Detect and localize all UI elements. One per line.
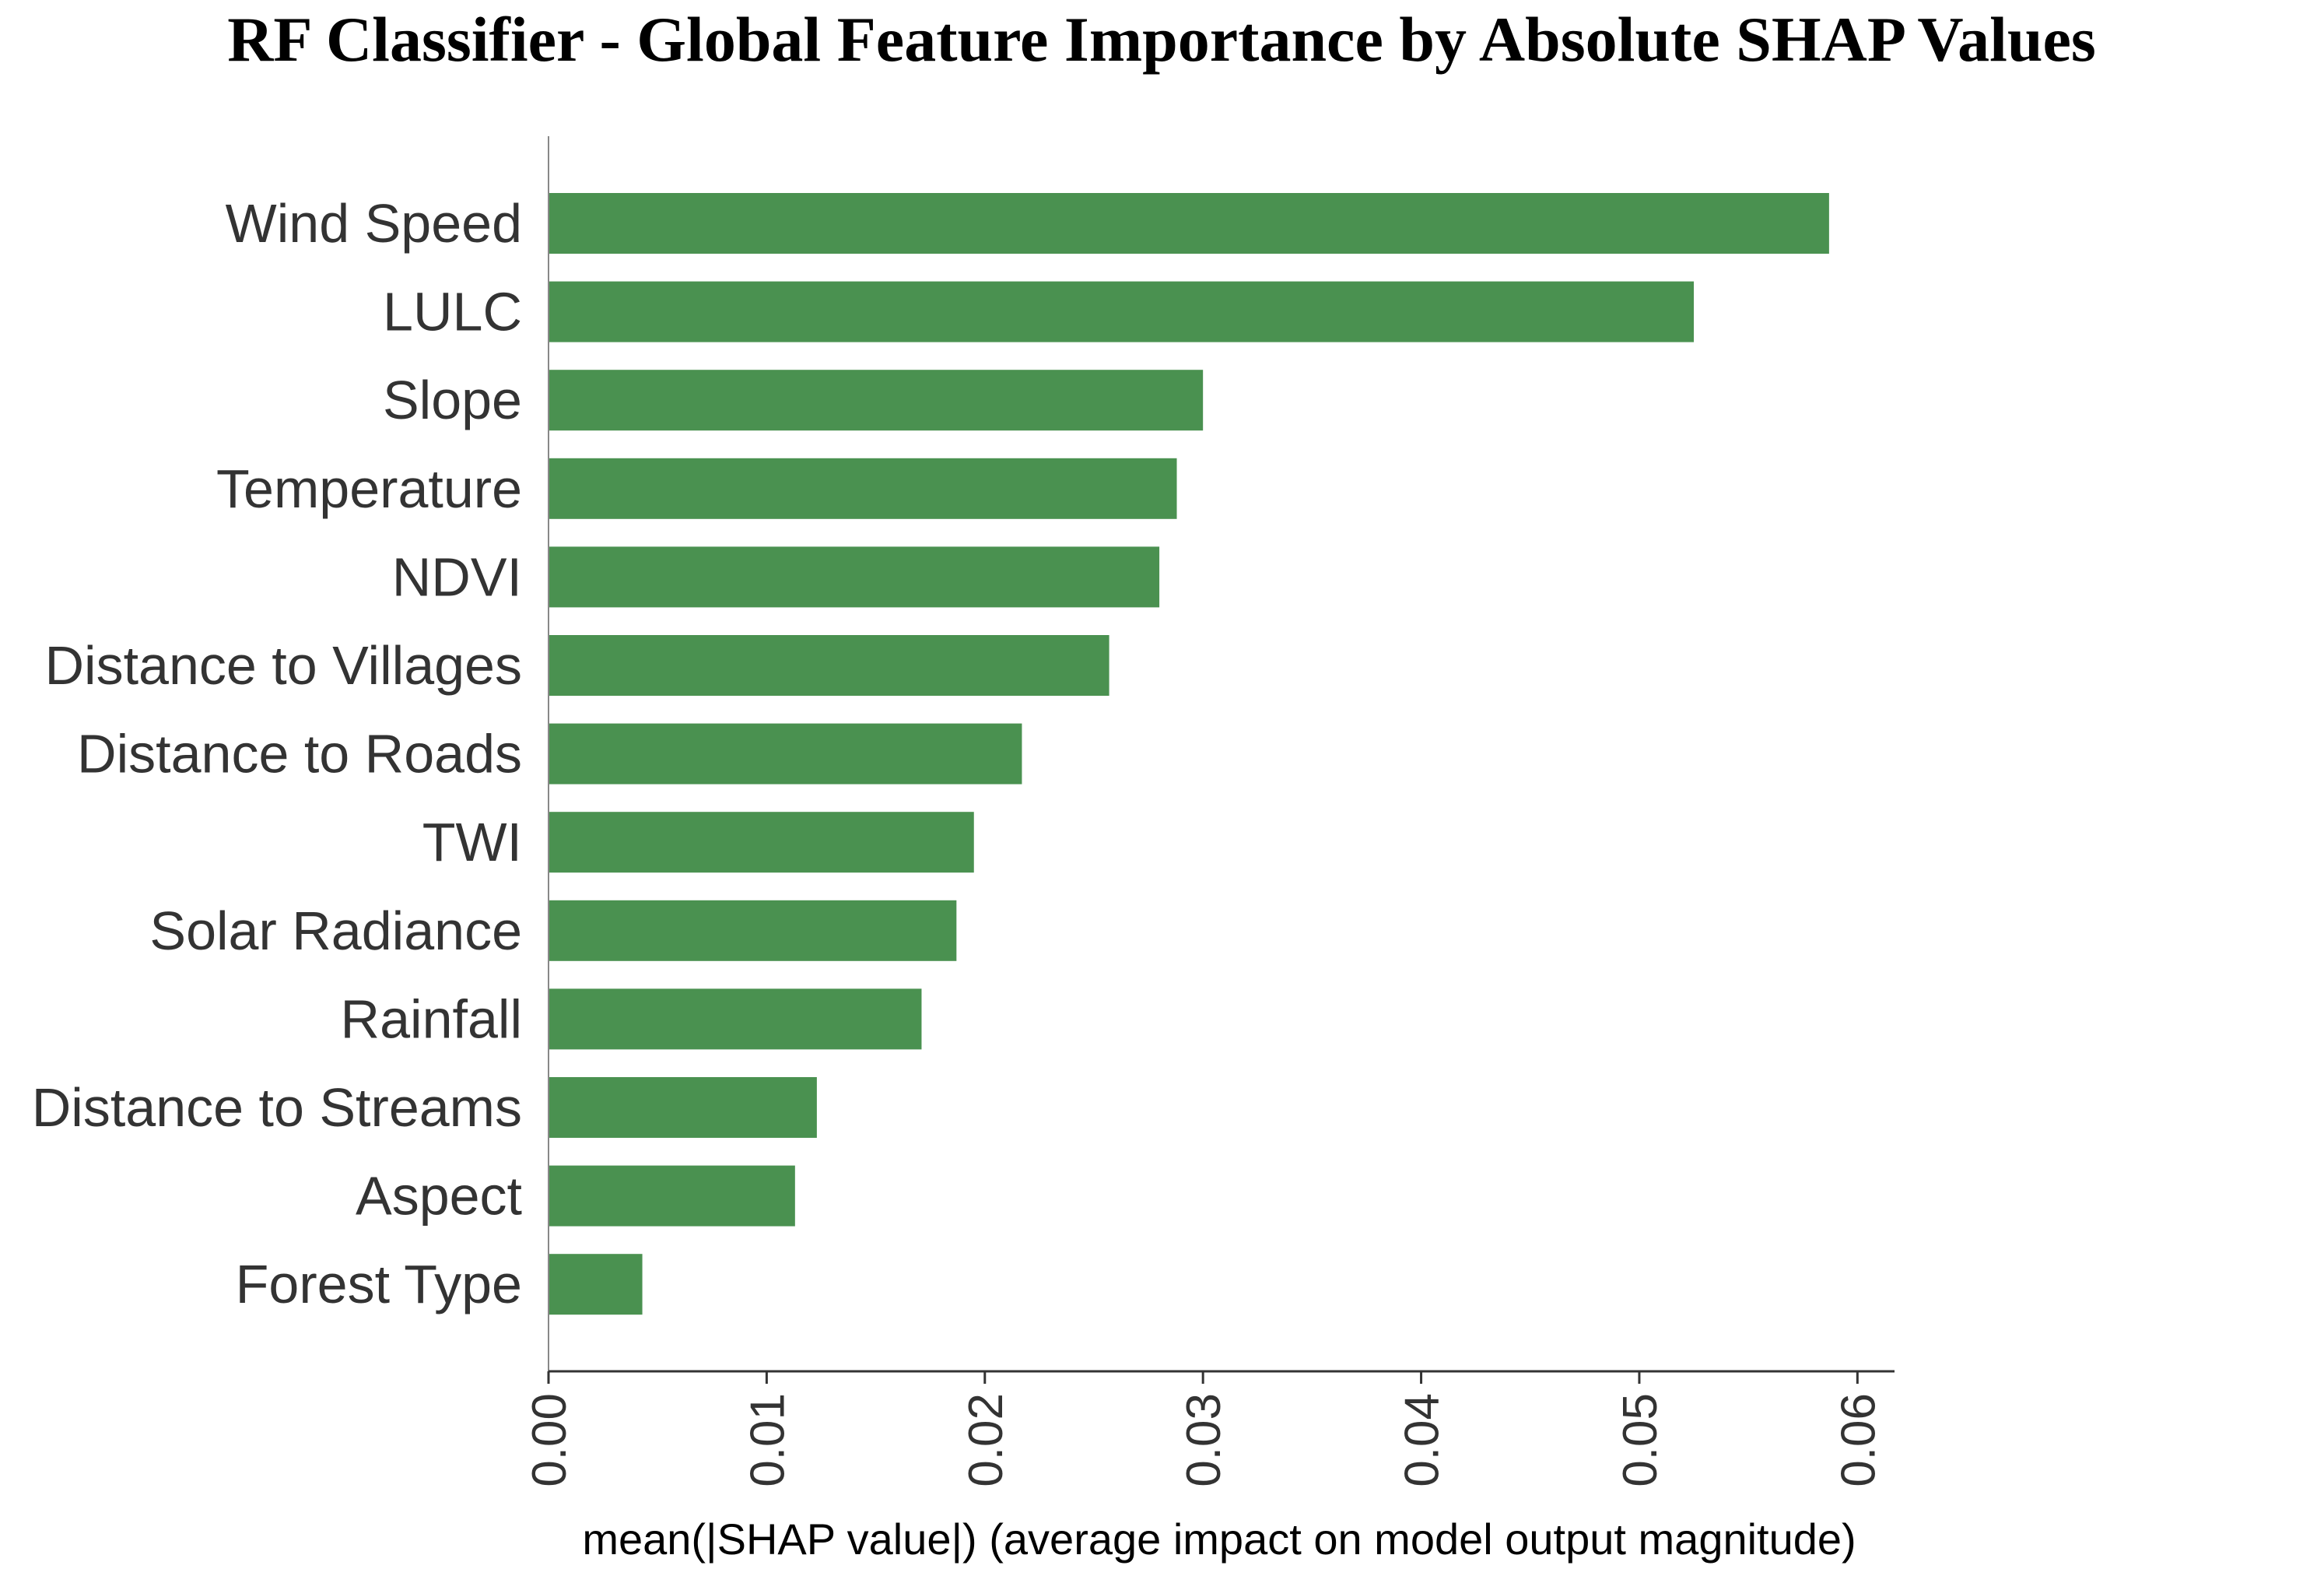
bar <box>549 635 1109 696</box>
bar <box>549 281 1695 342</box>
x-ticks: 0.00 0.01 0.02 0.03 0.04 0.05 0.06 <box>523 1371 1885 1487</box>
chart-title: RF Classifier - Global Feature Importanc… <box>227 4 2096 75</box>
category-label: Temperature <box>216 458 522 519</box>
category-label: Distance to Villages <box>45 635 523 696</box>
bar <box>549 1254 643 1315</box>
category-label: Aspect <box>356 1166 522 1227</box>
category-label: LULC <box>383 282 522 342</box>
category-label: Distance to Streams <box>32 1077 522 1138</box>
category-label: Solar Radiance <box>149 900 522 961</box>
x-tick-label: 0.02 <box>959 1393 1013 1487</box>
category-label: Forest Type <box>236 1254 522 1314</box>
category-label: Distance to Roads <box>77 724 522 784</box>
category-labels: Wind Speed LULC Slope Temperature NDVI Distan… <box>32 193 522 1314</box>
x-tick-label: 0.01 <box>741 1393 794 1487</box>
x-tick-label: 0.06 <box>1832 1393 1885 1487</box>
bar <box>549 546 1160 608</box>
x-axis-label: mean(|SHAP value|) (average impact on mo… <box>582 1515 1856 1564</box>
bar <box>549 1165 795 1227</box>
category-label: Rainfall <box>341 988 522 1049</box>
bar <box>549 988 922 1050</box>
bar <box>549 1077 817 1138</box>
bar <box>549 812 974 873</box>
bar <box>549 458 1177 519</box>
x-tick-label: 0.05 <box>1614 1393 1667 1487</box>
category-label: Wind Speed <box>226 193 522 254</box>
category-label: NDVI <box>392 546 522 607</box>
bar <box>549 900 957 961</box>
category-label: Slope <box>383 370 522 430</box>
bars <box>549 193 1829 1315</box>
bar <box>549 723 1022 784</box>
category-label: TWI <box>422 812 522 872</box>
bar <box>549 193 1829 254</box>
x-tick-label: 0.00 <box>523 1393 577 1487</box>
x-tick-label: 0.03 <box>1177 1393 1231 1487</box>
x-tick-label: 0.04 <box>1396 1393 1449 1487</box>
bar <box>549 370 1204 431</box>
